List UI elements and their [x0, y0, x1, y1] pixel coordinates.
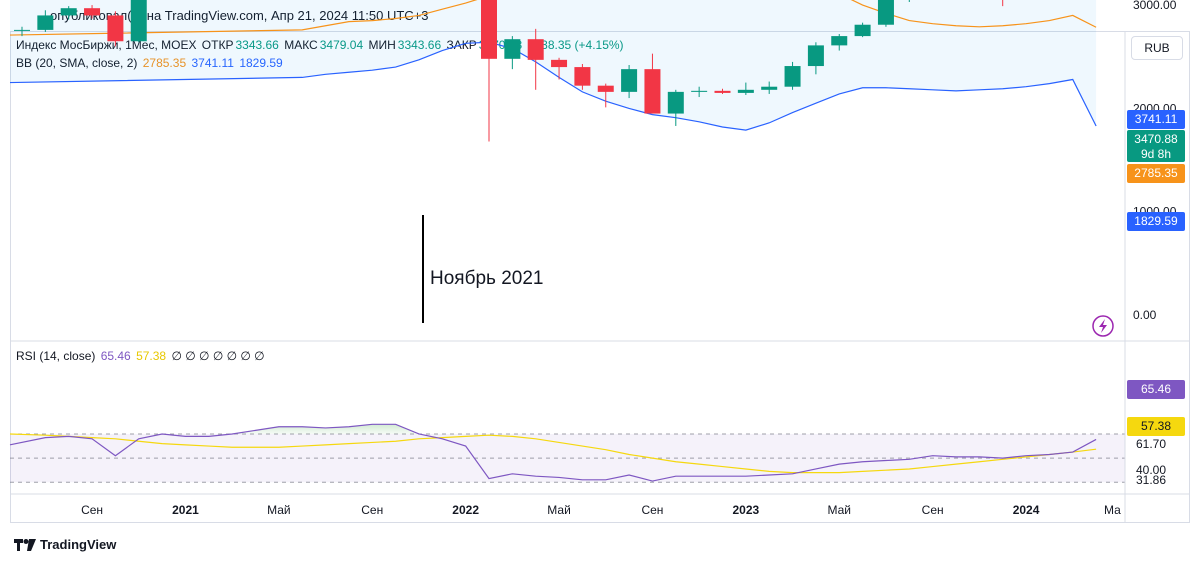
open-label: ОТКР: [201, 38, 234, 52]
rsi-ma-value: 57.38: [136, 349, 167, 363]
bb-upper-value: 3741.11: [191, 56, 234, 70]
close-label: ЗАКР: [446, 38, 477, 52]
candle-body: [877, 0, 894, 25]
high-value: 3479.04: [319, 38, 364, 52]
rsi-label: RSI (14, close): [16, 349, 96, 363]
bb-lower-value: 1829.59: [239, 56, 283, 70]
open-value: 3343.66: [235, 38, 279, 52]
rsi-value: 65.46: [100, 349, 131, 363]
change-value: +138.35 (+4.15%): [527, 38, 624, 52]
low-value: 3343.66: [397, 38, 442, 52]
low-label: МИН: [368, 38, 396, 52]
high-label: МАКС: [284, 38, 318, 52]
price-tick-label: 3000.00: [1133, 0, 1177, 12]
bb-basis-value: 2785.35: [142, 56, 187, 70]
rsi-extra-values: ∅ ∅ ∅ ∅ ∅ ∅ ∅: [171, 349, 265, 363]
currency-button[interactable]: RUB: [1131, 36, 1183, 60]
chart-frame: [10, 31, 1190, 523]
main-legend: Индекс МосБиржи, 1Mec, MOEX ОТКР 3343.66 …: [16, 38, 626, 52]
tradingview-logo-icon: [14, 538, 36, 551]
close-value: 3470.88: [478, 38, 523, 52]
tradingview-brand[interactable]: TradingView: [14, 537, 116, 552]
bb-label: BB (20, SMA, close, 2): [16, 56, 138, 70]
brand-name: TradingView: [40, 537, 117, 552]
rsi-legend[interactable]: RSI (14, close) 65.46 57.38 ∅ ∅ ∅ ∅ ∅ ∅ …: [16, 349, 267, 363]
symbol-label: Индекс МосБиржи, 1Mec, MOEX: [16, 38, 197, 52]
publish-info: опубликовал(а) на TradingView.com, Апр 2…: [50, 8, 429, 23]
bb-legend[interactable]: BB (20, SMA, close, 2) 2785.35 3741.11 1…: [16, 56, 285, 70]
